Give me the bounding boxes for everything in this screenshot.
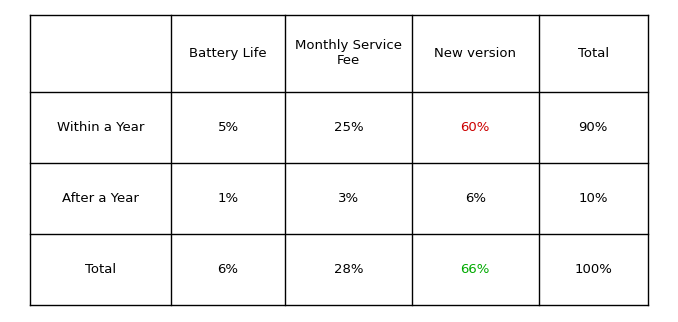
Text: 28%: 28% [334,263,363,276]
Text: Monthly Service
Fee: Monthly Service Fee [295,39,402,67]
Text: 1%: 1% [218,192,239,205]
Text: 6%: 6% [218,263,239,276]
Text: Total: Total [85,263,116,276]
Text: 60%: 60% [460,121,490,134]
Text: 6%: 6% [465,192,485,205]
Text: 10%: 10% [578,192,608,205]
Text: 25%: 25% [334,121,363,134]
Text: Battery Life: Battery Life [189,47,267,60]
Text: After a Year: After a Year [62,192,139,205]
Text: 90%: 90% [578,121,608,134]
Text: New version: New version [435,47,516,60]
Text: Within a Year: Within a Year [57,121,144,134]
Text: 100%: 100% [574,263,612,276]
Text: 5%: 5% [218,121,239,134]
Text: 66%: 66% [460,263,490,276]
Text: Total: Total [578,47,609,60]
Text: 3%: 3% [338,192,359,205]
